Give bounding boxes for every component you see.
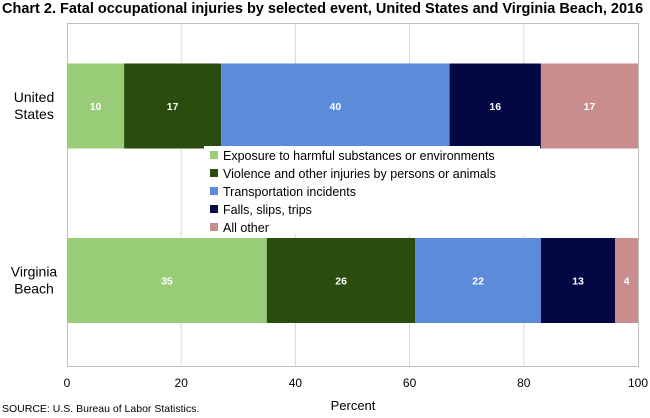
legend-swatch xyxy=(210,169,218,177)
legend-label: Transportation incidents xyxy=(223,185,356,199)
bar-segment xyxy=(221,63,450,149)
data-label: 26 xyxy=(335,276,347,288)
bar-segment xyxy=(124,63,222,149)
category-label: United States xyxy=(14,89,54,122)
legend-swatch xyxy=(210,205,218,213)
x-tick-label: 20 xyxy=(175,376,189,390)
data-label: 4 xyxy=(624,276,630,288)
source-note: SOURCE: U.S. Bureau of Labor Statistics. xyxy=(2,403,200,415)
legend: Exposure to harmful substances or enviro… xyxy=(204,146,540,235)
bar-segment xyxy=(67,238,267,323)
category-label: Virginia Beach xyxy=(11,264,58,297)
x-tick-label: 0 xyxy=(64,376,71,390)
data-label: 40 xyxy=(330,101,342,113)
x-tick-label: 60 xyxy=(403,376,417,390)
bars: 10 17 40 16 17 35 26 22 13 4 xyxy=(67,63,638,323)
x-tick-label: 80 xyxy=(517,376,531,390)
legend-swatch xyxy=(210,223,218,231)
data-label: 10 xyxy=(90,101,102,113)
bar-segment xyxy=(67,63,125,149)
bar-segment xyxy=(615,238,638,323)
bar-segment xyxy=(266,238,416,323)
data-label: 17 xyxy=(167,101,179,113)
x-tick-label: 40 xyxy=(289,376,303,390)
data-label: 17 xyxy=(584,101,596,113)
legend-swatch xyxy=(210,187,218,195)
legend-label: Violence and other injuries by persons o… xyxy=(223,167,496,181)
data-label: 16 xyxy=(489,101,501,113)
bar-segment xyxy=(540,238,616,323)
bar-segment xyxy=(415,238,541,323)
data-label: 22 xyxy=(472,276,484,288)
data-label: 13 xyxy=(572,276,584,288)
legend-label: All other xyxy=(223,221,269,235)
legend-label: Falls, slips, trips xyxy=(223,203,312,217)
x-tick-label: 100 xyxy=(628,376,648,390)
axes: 0 20 40 60 80 100 United States Virginia Beach xyxy=(11,89,649,390)
bar-segment xyxy=(540,63,638,149)
legend-label: Exposure to harmful substances or enviro… xyxy=(223,149,495,163)
data-label: 35 xyxy=(161,276,173,288)
legend-background xyxy=(204,146,540,235)
legend-swatch xyxy=(210,151,218,159)
chart-title: Chart 2. Fatal occupational injuries by … xyxy=(2,1,644,17)
x-axis-title: Percent xyxy=(331,398,376,413)
bar-segment xyxy=(449,63,541,149)
